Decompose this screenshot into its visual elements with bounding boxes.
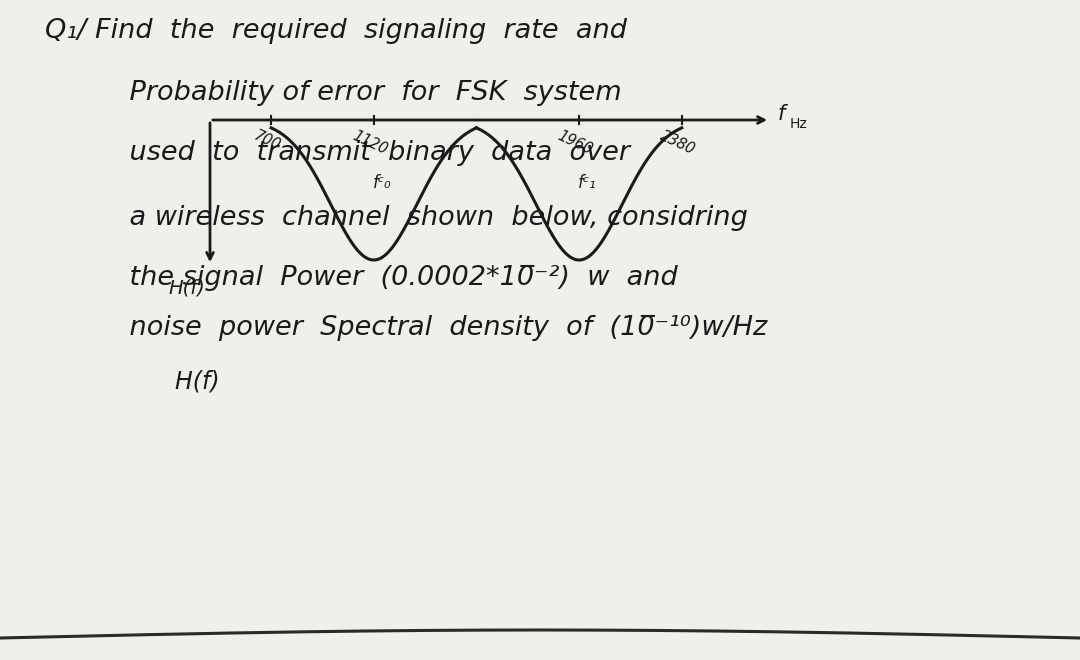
Text: fᶜ₁: fᶜ₁	[578, 174, 596, 192]
Text: a wireless  channel  shown  below, considring: a wireless channel shown below, considri…	[95, 205, 747, 231]
Text: 2380: 2380	[658, 128, 698, 157]
Text: Hz: Hz	[789, 117, 808, 131]
Text: 700: 700	[252, 128, 283, 153]
Text: Q₁/ Find  the  required  signaling  rate  and: Q₁/ Find the required signaling rate and	[45, 18, 627, 44]
Text: H(f): H(f)	[168, 278, 205, 297]
Text: the signal  Power  (0.0002*10̅⁻²)  w  and: the signal Power (0.0002*10̅⁻²) w and	[95, 265, 678, 291]
Text: used  to  transmit  binary  data  over: used to transmit binary data over	[95, 140, 630, 166]
Text: 1960: 1960	[555, 128, 595, 157]
Text: noise  power  Spectral  density  of  (10̅⁻¹⁰)w/Hz: noise power Spectral density of (10̅⁻¹⁰)…	[95, 315, 767, 341]
Text: f: f	[778, 104, 785, 124]
Text: H(f): H(f)	[145, 370, 219, 394]
Text: 1120: 1120	[350, 128, 390, 157]
Text: fᶜ₀: fᶜ₀	[373, 174, 391, 192]
Text: Probability of error  for  FSK  system: Probability of error for FSK system	[95, 80, 622, 106]
